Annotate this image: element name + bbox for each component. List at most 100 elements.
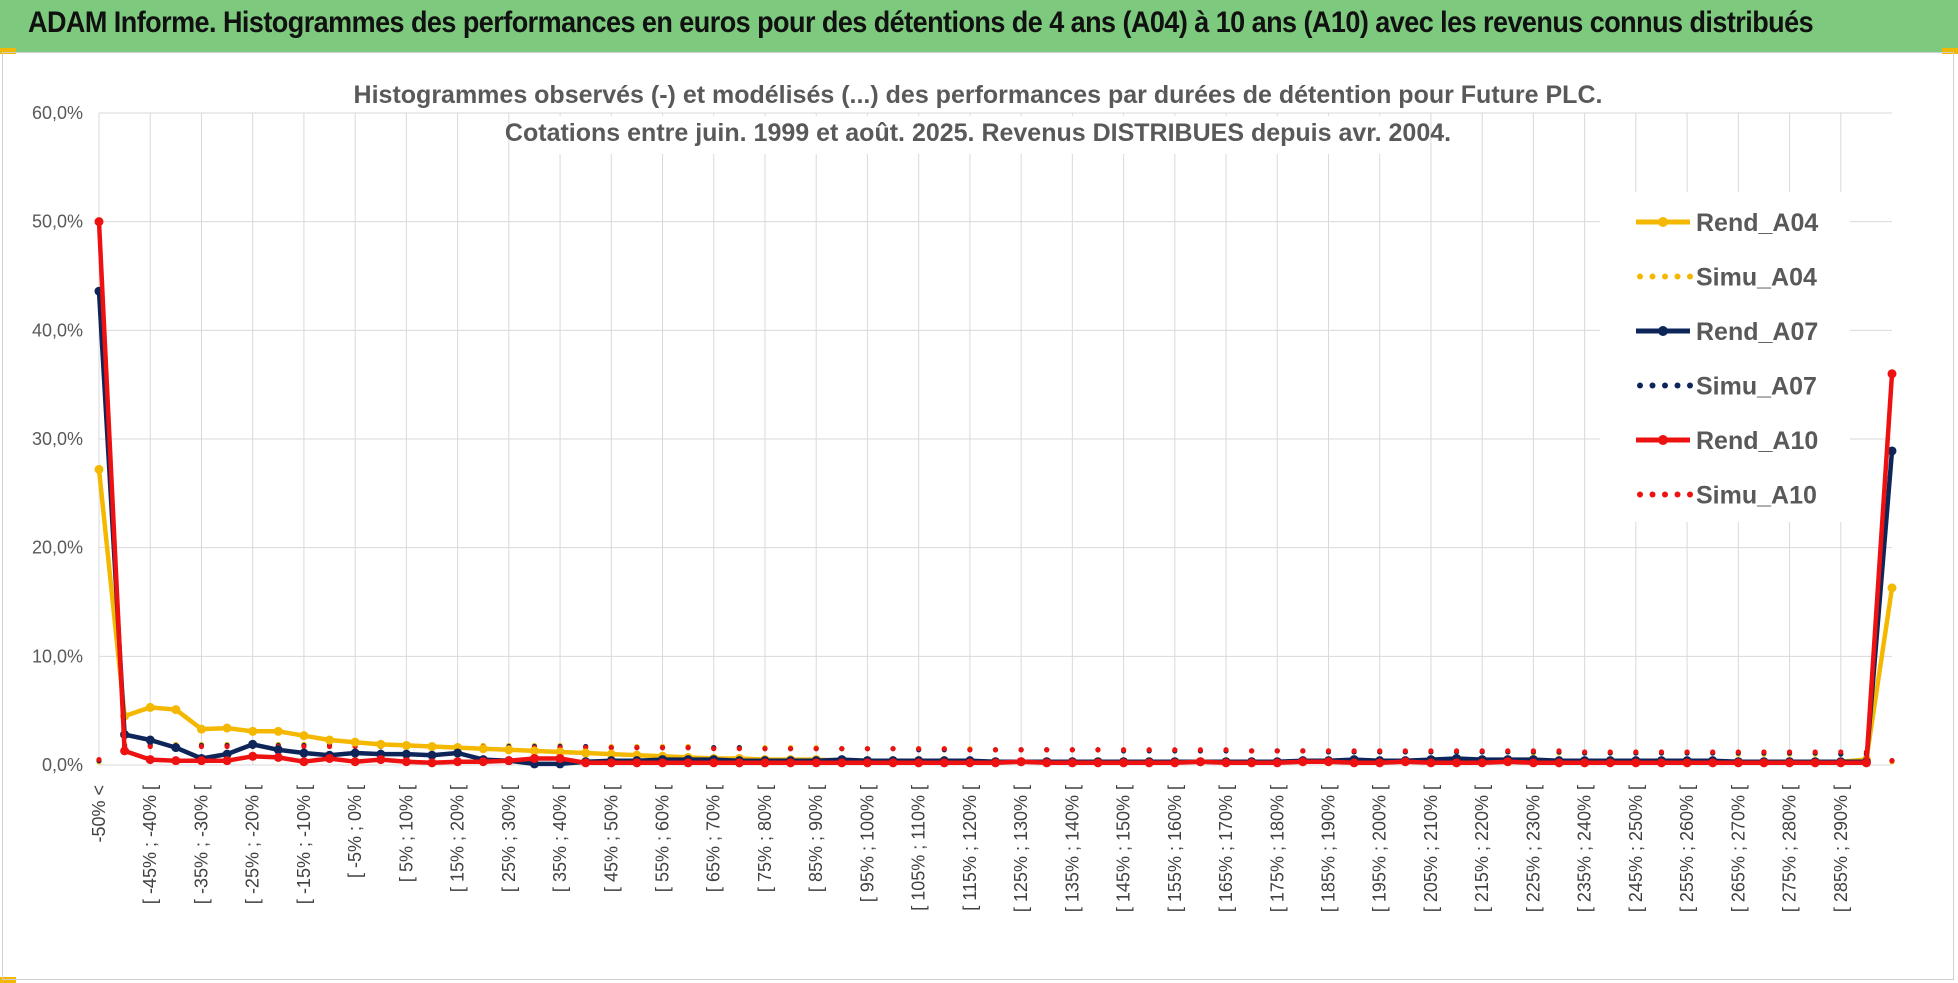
point-rend-a07 xyxy=(299,748,309,758)
x-category-label: [ -25% ; -20% [ xyxy=(243,785,263,904)
point-rend-a04 xyxy=(478,744,488,754)
x-category-label: [ 125% ; 130% [ xyxy=(1011,785,1031,912)
point-rend-a10 xyxy=(786,758,796,768)
point-rend-a10 xyxy=(811,758,821,768)
point-rend-a10 xyxy=(1605,758,1615,768)
x-category-label: [ 95% ; 100% [ xyxy=(857,785,877,902)
legend-item-simu-a10: Simu_A10 xyxy=(1637,482,1817,510)
point-rend-a10 xyxy=(1247,758,1257,768)
point-rend-a10 xyxy=(1323,757,1333,767)
point-rend-a04 xyxy=(325,735,335,745)
point-simu-a10 xyxy=(1607,749,1613,755)
point-rend-a10 xyxy=(1810,758,1820,768)
point-simu-a10 xyxy=(1120,747,1127,753)
legend-item-rend-a04: Rend_A04 xyxy=(1636,209,1818,237)
legend-label: Simu_A04 xyxy=(1696,264,1817,292)
point-rend-a10 xyxy=(478,757,488,767)
legend-marker xyxy=(1658,326,1668,336)
x-category-label: [ 195% ; 200% [ xyxy=(1370,785,1390,912)
point-rend-a04 xyxy=(299,731,309,741)
point-simu-a10 xyxy=(147,743,153,750)
point-simu-a10 xyxy=(1761,749,1767,755)
point-rend-a07 xyxy=(273,745,283,755)
point-rend-a10 xyxy=(658,758,668,768)
legend-item-simu-a07: Simu_A07 xyxy=(1637,373,1817,401)
point-rend-a10 xyxy=(862,758,872,768)
point-rend-a10 xyxy=(991,758,1000,768)
point-simu-a10 xyxy=(941,746,947,752)
x-category-label: [ -35% ; -30% [ xyxy=(191,785,211,904)
point-rend-a10 xyxy=(1528,758,1538,768)
point-rend-a10 xyxy=(760,758,770,768)
point-rend-a04 xyxy=(504,745,514,755)
point-rend-a10 xyxy=(683,758,693,768)
point-simu-a10 xyxy=(1274,748,1280,754)
point-rend-a07 xyxy=(1887,446,1897,456)
y-tick-label: 40,0% xyxy=(32,320,83,340)
point-rend-a04 xyxy=(529,746,539,756)
y-tick-label: 0,0% xyxy=(42,755,83,775)
y-tick-label: 30,0% xyxy=(32,429,83,449)
point-simu-a10 xyxy=(1402,748,1408,754)
point-simu-a10 xyxy=(1095,747,1101,753)
point-simu-a10 xyxy=(1018,747,1024,753)
point-rend-a10 xyxy=(965,758,975,768)
point-simu-a10 xyxy=(1786,749,1793,755)
legend-label: Rend_A04 xyxy=(1696,209,1818,237)
y-tick-label: 20,0% xyxy=(32,538,83,558)
point-rend-a04 xyxy=(427,742,437,752)
x-category-label: [ -15% ; -10% [ xyxy=(294,785,314,904)
point-rend-a04 xyxy=(196,724,206,734)
point-simu-a10 xyxy=(1530,748,1536,754)
point-rend-a10 xyxy=(171,756,181,766)
x-category-label: [ 65% ; 70% [ xyxy=(704,785,724,892)
point-simu-a10 xyxy=(890,746,896,752)
point-simu-a10 xyxy=(224,743,230,750)
point-simu-a10 xyxy=(1735,749,1741,755)
point-simu-a10 xyxy=(1300,748,1306,754)
point-rend-a10 xyxy=(248,751,258,761)
x-category-label: [ 135% ; 140% [ xyxy=(1062,785,1082,912)
point-simu-a10 xyxy=(1377,748,1383,754)
point-rend-a04 xyxy=(555,747,565,757)
chart-frame xyxy=(2,52,1954,980)
x-category-label: [ 55% ; 60% [ xyxy=(653,785,673,892)
point-simu-a10 xyxy=(1812,749,1818,755)
point-rend-a10 xyxy=(606,758,616,768)
point-simu-a10 xyxy=(1146,747,1152,753)
y-tick-label: 10,0% xyxy=(32,646,83,666)
point-simu-a10 xyxy=(1172,747,1178,753)
point-simu-a10 xyxy=(1351,748,1357,754)
x-category-label: [ 175% ; 180% [ xyxy=(1267,785,1287,912)
point-simu-a10 xyxy=(1710,749,1716,755)
point-rend-a10 xyxy=(1554,758,1564,768)
point-simu-a10 xyxy=(634,745,640,751)
point-rend-a10 xyxy=(120,746,130,756)
legend-swatch xyxy=(1674,273,1681,280)
point-rend-a07 xyxy=(401,749,411,759)
legend-swatch xyxy=(1649,382,1656,389)
legend-item-rend-a10: Rend_A10 xyxy=(1636,427,1818,455)
point-rend-a04 xyxy=(376,739,386,749)
point-simu-a10 xyxy=(1556,748,1562,754)
x-axis-categories: -50% < [ -45% ; -40% [[ -35% ; -30% [[ -2… xyxy=(89,785,1851,912)
legend: Rend_A04 Simu_A04 Rend_A07 Simu_A07 Rend_A10… xyxy=(1600,192,1850,522)
legend-swatch xyxy=(1662,491,1668,498)
point-simu-a10 xyxy=(967,747,973,753)
point-simu-a10 xyxy=(1249,748,1255,754)
point-simu-a10 xyxy=(992,747,999,753)
point-rend-a10 xyxy=(1170,758,1180,768)
legend-swatch xyxy=(1687,491,1693,498)
x-category-label: [ 35% ; 40% [ xyxy=(550,785,570,892)
x-category-label: [ 45% ; 50% [ xyxy=(601,785,621,892)
point-rend-a10 xyxy=(196,756,206,766)
point-simu-a10 xyxy=(864,746,871,752)
x-category-label: [ 255% ; 260% [ xyxy=(1677,785,1697,912)
point-simu-a10 xyxy=(1889,758,1895,764)
point-rend-a10 xyxy=(1016,757,1026,767)
legend-label: Rend_A10 xyxy=(1696,427,1818,455)
point-rend-a10 xyxy=(1042,758,1052,768)
point-simu-a10 xyxy=(1197,747,1204,753)
point-rend-a10 xyxy=(1144,758,1154,768)
legend-swatch xyxy=(1637,273,1643,280)
